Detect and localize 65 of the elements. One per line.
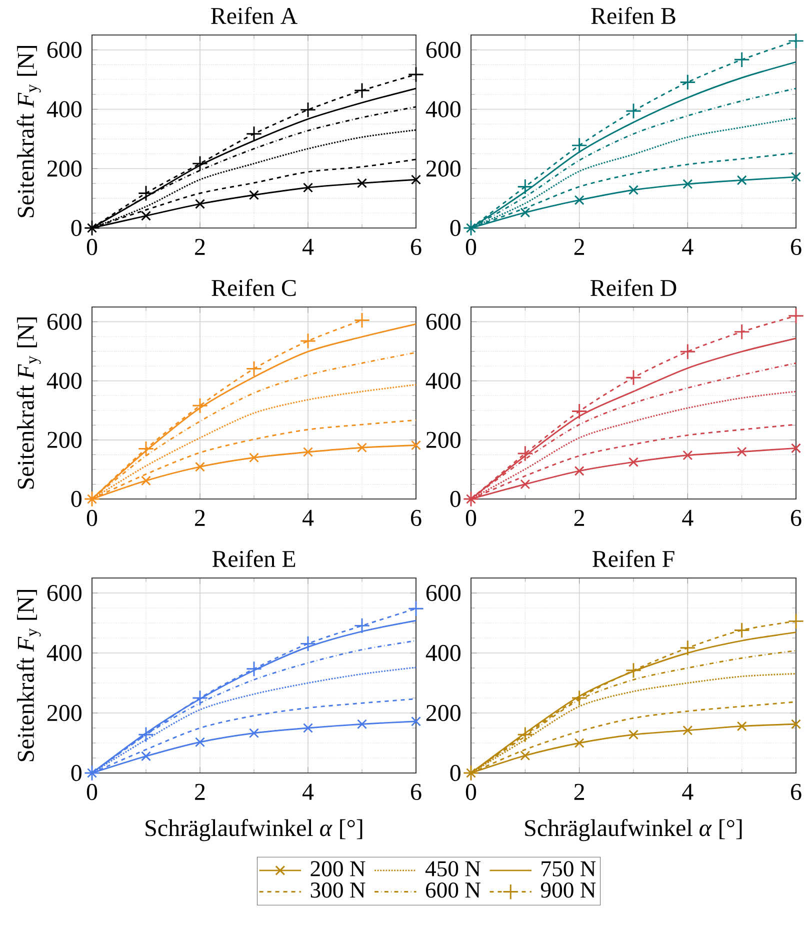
x-tick-label: 2	[195, 510, 205, 526]
y-tick-label: 0	[450, 220, 460, 236]
chart-title: Reifen B	[591, 6, 676, 24]
x-tick-label: 6	[411, 238, 422, 256]
y-tick-label: 0	[71, 764, 82, 782]
y-tick-label: 400	[426, 101, 460, 118]
x-tick-label: 0	[86, 238, 98, 256]
y-tick-label: 400	[46, 101, 82, 118]
x-axis-title: Schräglaufwinkel α [°]	[525, 819, 742, 842]
y-tick-label: 600	[426, 42, 460, 58]
y-tick-label: 400	[426, 372, 460, 389]
x-tick-label: 2	[574, 784, 584, 800]
legend-label: 600 N	[426, 882, 480, 898]
x-tick-label: 4	[682, 510, 694, 526]
chart-title: Reifen A	[211, 6, 298, 24]
legend-label: 200 N	[310, 861, 366, 876]
legend-label: 900 N	[540, 882, 596, 898]
y-tick-label: 400	[426, 644, 460, 662]
y-tick-label: 400	[46, 644, 82, 662]
x-tick-label: 2	[195, 238, 205, 255]
chart-title: Reifen D	[590, 278, 676, 296]
y-tick-label: 0	[450, 490, 460, 508]
y-tick-label: 0	[71, 220, 82, 236]
y-tick-label: 200	[426, 160, 460, 177]
x-tick-label: 0	[466, 238, 476, 256]
x-tick-label: 4	[302, 510, 314, 526]
x-tick-label: 0	[86, 784, 98, 800]
y-tick-label: 600	[47, 42, 82, 58]
y-tick-label: 600	[426, 584, 460, 602]
x-tick-label: 6	[791, 784, 802, 800]
y-axis-title: Seitenkraft F$_{y}$ [N]	[16, 318, 41, 489]
y-tick-label: 0	[450, 764, 460, 782]
y-tick-label: 600	[47, 314, 82, 330]
x-tick-label: 4	[682, 238, 694, 255]
chart-title: Reifen C	[212, 278, 296, 296]
y-tick-label: 200	[47, 432, 82, 448]
x-tick-label: 4	[302, 238, 314, 255]
legend-label: 450 N	[425, 861, 480, 876]
x-axis-title: Schräglaufwinkel α [°]	[146, 819, 362, 842]
x-tick-label: 0	[466, 784, 476, 800]
y-axis-title: Seitenkraft F$_{y}$ [N]	[16, 590, 41, 762]
y-tick-label: 0	[71, 490, 82, 508]
x-tick-label: 2	[195, 784, 205, 800]
x-tick-label: 4	[302, 784, 314, 800]
x-tick-label: 2	[574, 238, 584, 255]
chart-title: Reifen E	[212, 550, 296, 568]
x-tick-label: 6	[411, 510, 422, 526]
y-tick-label: 200	[47, 160, 82, 177]
y-tick-label: 600	[426, 314, 460, 330]
y-tick-label: 200	[426, 432, 460, 448]
x-tick-label: 0	[86, 510, 98, 526]
y-tick-label: 400	[46, 372, 82, 389]
x-tick-label: 6	[411, 784, 422, 800]
x-tick-label: 6	[791, 238, 802, 256]
x-tick-label: 4	[682, 784, 694, 800]
y-tick-label: 200	[426, 704, 460, 722]
x-tick-label: 0	[466, 510, 476, 526]
y-tick-label: 600	[47, 584, 82, 602]
y-tick-label: 200	[47, 704, 82, 722]
y-axis-title: Seitenkraft F$_{y}$ [N]	[16, 46, 41, 218]
chart-title: Reifen F	[592, 550, 674, 568]
legend-label: 750 N	[542, 861, 596, 876]
x-tick-label: 6	[791, 510, 802, 526]
x-tick-label: 2	[574, 510, 584, 526]
legend-label: 300 N	[310, 882, 366, 898]
